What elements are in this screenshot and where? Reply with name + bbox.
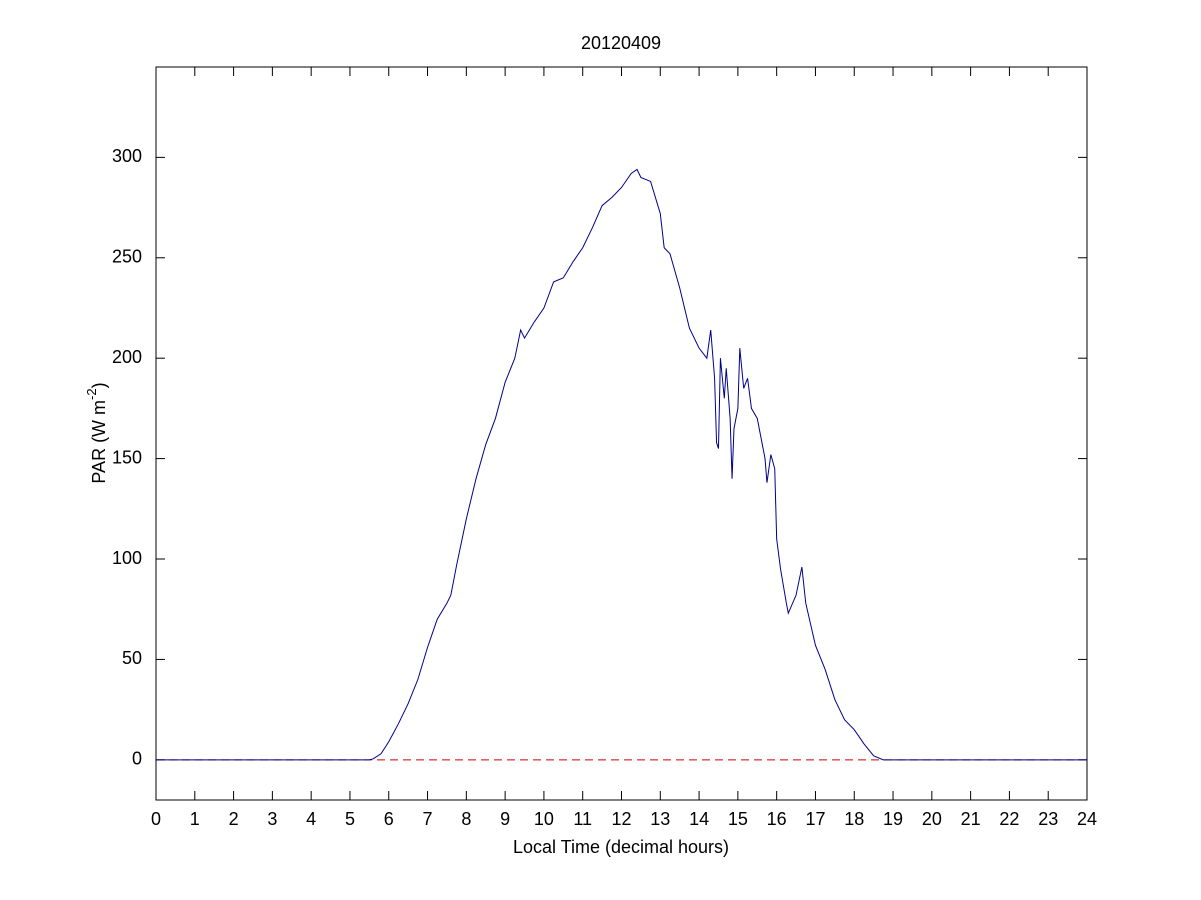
y-tick-label: 250 bbox=[112, 247, 142, 267]
y-tick-label: 150 bbox=[112, 447, 142, 467]
y-tick-label: 300 bbox=[112, 146, 142, 166]
x-tick-label: 13 bbox=[650, 809, 670, 829]
x-tick-label: 10 bbox=[534, 809, 554, 829]
x-tick-label: 3 bbox=[267, 809, 277, 829]
y-tick-label: 200 bbox=[112, 347, 142, 367]
x-tick-label: 12 bbox=[611, 809, 631, 829]
y-tick-label: 100 bbox=[112, 548, 142, 568]
y-axis-label: PAR (W m-2) bbox=[84, 382, 108, 483]
x-tick-label: 11 bbox=[573, 809, 592, 829]
y-tick-label: 50 bbox=[122, 648, 142, 668]
x-tick-label: 17 bbox=[805, 809, 825, 829]
x-tick-label: 8 bbox=[461, 809, 471, 829]
x-tick-label: 18 bbox=[844, 809, 864, 829]
x-tick-label: 4 bbox=[306, 809, 316, 829]
x-tick-label: 9 bbox=[500, 809, 510, 829]
x-tick-label: 0 bbox=[151, 809, 161, 829]
data-line bbox=[156, 168, 1087, 761]
plot-frame bbox=[155, 66, 1088, 801]
x-tick-label: 7 bbox=[423, 809, 433, 829]
x-tick-label: 2 bbox=[229, 809, 239, 829]
x-tick-label: 16 bbox=[767, 809, 787, 829]
x-tick-label: 23 bbox=[1038, 809, 1058, 829]
x-tick-label: 14 bbox=[689, 809, 709, 829]
y-tick-label: 0 bbox=[132, 749, 142, 769]
x-tick-label: 22 bbox=[999, 809, 1019, 829]
x-tick-label: 6 bbox=[384, 809, 394, 829]
chart-title: 20120409 bbox=[581, 33, 661, 53]
x-axis-label: Local Time (decimal hours) bbox=[513, 837, 729, 857]
x-tick-label: 20 bbox=[922, 809, 942, 829]
x-tick-label: 15 bbox=[728, 809, 748, 829]
x-tick-label: 1 bbox=[190, 809, 200, 829]
x-tick-label: 24 bbox=[1077, 809, 1097, 829]
x-tick-label: 21 bbox=[961, 809, 981, 829]
x-tick-label: 19 bbox=[883, 809, 903, 829]
x-tick-label: 5 bbox=[345, 809, 355, 829]
